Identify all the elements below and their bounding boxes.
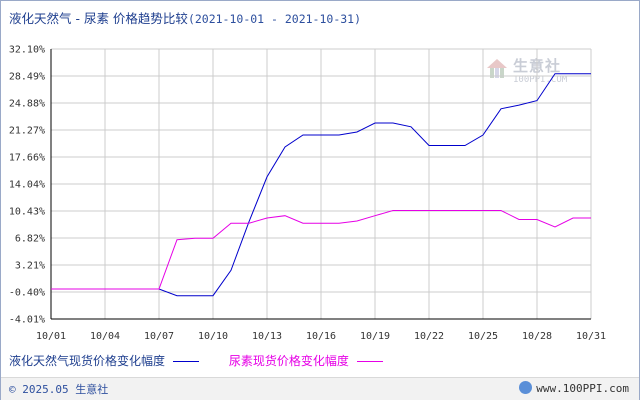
x-tick-label: 10/22 [414, 331, 444, 342]
y-tick-label: 32.10% [9, 45, 45, 56]
y-tick-label: 10.43% [9, 207, 45, 218]
site-link[interactable]: www.100PPI.com [519, 381, 629, 395]
y-tick-label: 3.21% [15, 261, 45, 272]
x-tick-label: 10/28 [522, 331, 552, 342]
chart-title-date-range: (2021-10-01 - 2021-10-31) [187, 12, 362, 26]
y-tick-label: 21.27% [9, 126, 45, 137]
y-tick-label: -4.01% [9, 315, 45, 326]
watermark-logo-icon [487, 59, 507, 78]
chart-title-main: 液化天然气 - 尿素 价格趋势比较 [9, 11, 188, 26]
y-tick-label: 14.04% [9, 180, 45, 191]
y-tick-label: -0.40% [9, 288, 45, 299]
x-tick-label: 10/10 [198, 331, 228, 342]
x-tick-label: 10/07 [144, 331, 174, 342]
legend-swatch-lng [173, 361, 200, 362]
y-tick-label: 6.82% [15, 234, 45, 245]
y-tick-label: 17.66% [9, 153, 45, 164]
legend-item-urea: 尿素现货价格变化幅度 [229, 352, 383, 369]
legend-swatch-urea [356, 361, 383, 362]
x-tick-label: 10/19 [360, 331, 390, 342]
legend-item-lng: 液化天然气现货价格变化幅度 [9, 352, 200, 369]
legend-label-urea: 尿素现货价格变化幅度 [228, 354, 349, 368]
footer-bar: © 2025.05 生意社 www.100PPI.com [1, 377, 639, 400]
chart-title: 液化天然气 - 尿素 价格趋势比较(2021-10-01 - 2021-10-3… [9, 8, 361, 27]
y-tick-label: 24.88% [9, 99, 45, 110]
legend: 液化天然气现货价格变化幅度 尿素现货价格变化幅度 [9, 352, 409, 369]
x-tick-label: 10/25 [468, 331, 498, 342]
site-url: www.100PPI.com [536, 382, 629, 395]
copyright-text: © 2025.05 生意社 [9, 383, 109, 396]
y-tick-label: 28.49% [9, 72, 45, 83]
x-tick-label: 10/13 [252, 331, 282, 342]
series-line-lng [51, 73, 591, 297]
series-line-urea [51, 210, 591, 290]
x-tick-label: 10/16 [306, 331, 336, 342]
x-tick-label: 10/31 [576, 331, 606, 342]
globe-icon [519, 381, 533, 394]
x-tick-label: 10/04 [90, 331, 120, 342]
watermark-url: 100PPI.COM [513, 75, 568, 85]
legend-label-lng: 液化天然气现货价格变化幅度 [9, 354, 166, 368]
x-tick-label: 10/01 [36, 331, 66, 342]
